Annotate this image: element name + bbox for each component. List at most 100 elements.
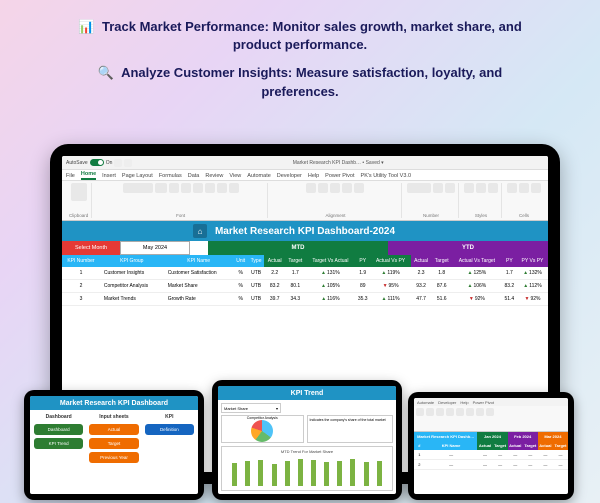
col-mtd-target[interactable]: Target	[285, 255, 306, 267]
underline-icon[interactable]	[193, 183, 203, 193]
currency-icon[interactable]	[433, 183, 443, 193]
font-size-dropdown[interactable]	[155, 183, 167, 193]
nav-dashboard-button[interactable]: Dashboard	[34, 424, 83, 435]
wrap-text-icon[interactable]	[342, 183, 352, 193]
mini3-table: Market Research KPI Dashb… Jan 2024 Feb …	[414, 432, 568, 470]
mini3-percent-icon[interactable]	[446, 408, 454, 416]
nav-col-dashboard: Dashboard Dashboard KPI Trend	[34, 414, 83, 490]
month-dropdown[interactable]: May 2024	[120, 241, 190, 255]
merge-icon[interactable]	[354, 183, 364, 193]
tab-automate[interactable]: Automate	[247, 173, 271, 180]
number-format-dropdown[interactable]	[407, 183, 431, 193]
cell-styles-icon[interactable]	[488, 183, 498, 193]
col-mtd-py[interactable]: PY	[355, 255, 370, 267]
col-type[interactable]: Type	[248, 255, 265, 267]
bar	[285, 461, 290, 486]
mini3-wrap-icon[interactable]	[416, 408, 424, 416]
fill-color-icon[interactable]	[217, 183, 227, 193]
tab-file[interactable]: File	[66, 173, 75, 180]
mini3-format-icon[interactable]	[436, 408, 444, 416]
nav-col1-header: Dashboard	[34, 414, 83, 420]
format-cells-icon[interactable]	[531, 183, 541, 193]
group-clipboard-label: Clipboard	[69, 213, 88, 218]
tab-insert[interactable]: Insert	[102, 173, 116, 180]
document-title[interactable]: Market Research KPI Dashb… • Saved ▾	[132, 160, 544, 166]
col-ytd-avt[interactable]: Actual Vs Target	[452, 255, 502, 267]
qat-undo-icon[interactable]	[124, 159, 132, 167]
table-row[interactable]: 3Market TrendsGrowth Rate%UTB39.734.3116…	[62, 293, 548, 306]
col-ytd-actual[interactable]: Actual	[411, 255, 432, 267]
nav-col-kpi: KPI Definition	[145, 414, 194, 490]
col-unit[interactable]: Unit	[234, 255, 248, 267]
nav-definition-button[interactable]: Definition	[145, 424, 194, 435]
mini3-merge-icon[interactable]	[426, 408, 434, 416]
autosave-toggle[interactable]: AutoSave On	[66, 159, 112, 166]
format-table-icon[interactable]	[476, 183, 486, 193]
trend-body: Market Share ▾ Competitor Analysis Indic…	[218, 400, 396, 494]
col-kpi-no[interactable]: KPI Number	[62, 255, 100, 267]
tab-developer[interactable]: Developer	[277, 173, 302, 180]
col-ytd-target[interactable]: Target	[431, 255, 452, 267]
table-row[interactable]: 1Customer InsightsCustomer Satisfaction%…	[62, 267, 548, 280]
font-name-dropdown[interactable]	[123, 183, 153, 193]
mini3-table-wrap: Market Research KPI Dashb… Jan 2024 Feb …	[414, 432, 568, 494]
nav-actual-button[interactable]: Actual	[89, 424, 138, 435]
tab-view[interactable]: View	[229, 173, 241, 180]
toggle-icon[interactable]	[90, 159, 104, 166]
col-kpi-group[interactable]: KPI Group	[100, 255, 164, 267]
delete-cells-icon[interactable]	[519, 183, 529, 193]
align-left-icon[interactable]	[306, 183, 316, 193]
group-styles: Styles	[461, 183, 502, 218]
align-center-icon[interactable]	[318, 183, 328, 193]
percent-icon[interactable]	[445, 183, 455, 193]
nav-prev-button[interactable]: Previous Year	[89, 452, 138, 463]
mini3-cellformat-icon[interactable]	[486, 408, 494, 416]
table-row[interactable]: 2Competitor AnalysisMarket Share%UTB83.2…	[62, 280, 548, 293]
trend-chart-title: MTD Trend For Market Share	[224, 449, 390, 454]
mini3-tab-developer[interactable]: Developer	[438, 400, 456, 405]
tab-home[interactable]: Home	[81, 171, 96, 180]
col-mtd-actual[interactable]: Actual	[264, 255, 285, 267]
tab-page-layout[interactable]: Page Layout	[122, 173, 153, 180]
mtd-header: MTD	[208, 241, 388, 255]
mini3-cond-icon[interactable]	[456, 408, 464, 416]
paste-icon[interactable]	[71, 183, 87, 201]
mini3-insert-icon[interactable]	[466, 408, 474, 416]
mini3-tab-help[interactable]: Help	[460, 400, 468, 405]
tab-review[interactable]: Review	[205, 173, 223, 180]
insert-cells-icon[interactable]	[507, 183, 517, 193]
mini3-tab-automate[interactable]: Automate	[417, 400, 434, 405]
nav-target-button[interactable]: Target	[89, 438, 138, 449]
trend-kpi-dropdown[interactable]: Market Share ▾	[221, 403, 281, 413]
mini3-delete-icon[interactable]	[476, 408, 484, 416]
tab-utility[interactable]: PK's Utility Tool V3.0	[361, 173, 411, 180]
col-kpi-name[interactable]: KPI Name	[164, 255, 234, 267]
tab-power-pivot[interactable]: Power Pivot	[325, 173, 354, 180]
mini3-m3: Mar 2024	[538, 432, 568, 441]
conditional-formatting-icon[interactable]	[464, 183, 474, 193]
title-bar: AutoSave On Market Research KPI Dashb… •…	[62, 156, 548, 170]
border-icon[interactable]	[205, 183, 215, 193]
table-row[interactable]: 1———————	[414, 450, 568, 460]
italic-icon[interactable]	[181, 183, 191, 193]
tab-formulas[interactable]: Formulas	[159, 173, 182, 180]
font-color-icon[interactable]	[229, 183, 239, 193]
align-right-icon[interactable]	[330, 183, 340, 193]
mini3-sub-1: KPI Name	[425, 441, 478, 450]
home-icon[interactable]: ⌂	[193, 224, 207, 238]
mini3-tab-pivot[interactable]: Power Pivot	[473, 400, 494, 405]
chevron-down-icon: ▾	[276, 406, 278, 411]
bold-icon[interactable]	[169, 183, 179, 193]
table-row[interactable]: 2———————	[414, 460, 568, 470]
nav-kpi-trend-button[interactable]: KPI Trend	[34, 438, 83, 449]
col-mtd-tva[interactable]: Target Vs Actual	[306, 255, 355, 267]
mini-trend-device: KPI Trend Market Share ▾ Competitor Anal…	[212, 380, 402, 500]
autosave-state: On	[106, 160, 113, 166]
col-ytd-pvp[interactable]: PY Vs PY	[517, 255, 548, 267]
tab-help[interactable]: Help	[308, 173, 319, 180]
tab-data[interactable]: Data	[188, 173, 200, 180]
qat-save-icon[interactable]	[114, 159, 122, 167]
col-mtd-avp[interactable]: Actual Vs PY	[370, 255, 410, 267]
col-ytd-py[interactable]: PY	[502, 255, 517, 267]
bar	[298, 459, 303, 486]
